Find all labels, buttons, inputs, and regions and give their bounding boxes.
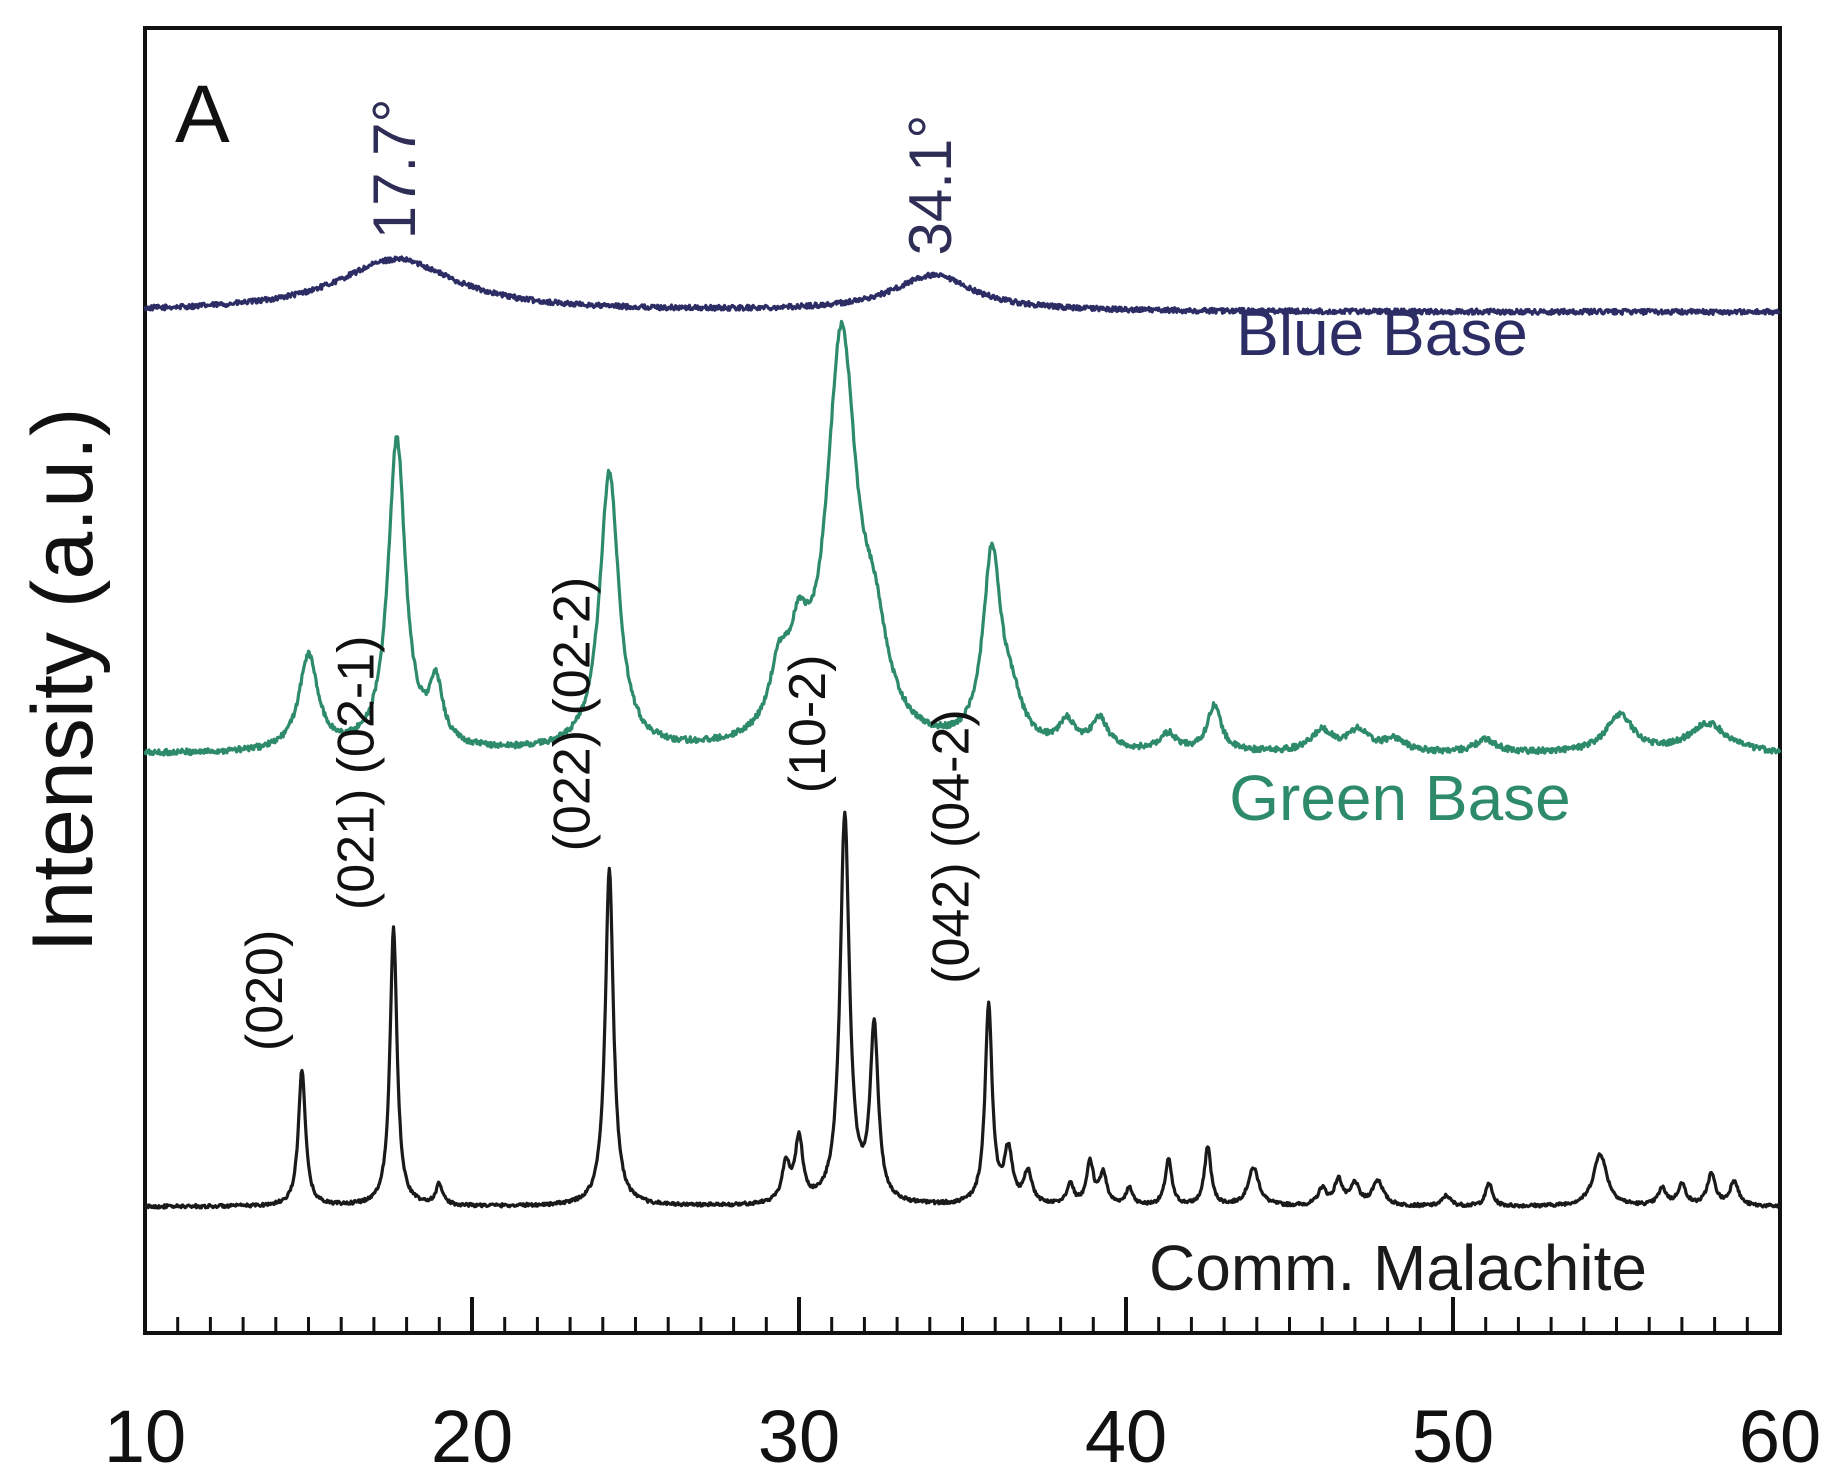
x-axis: 10 20 30 40 50 60 — [104, 1297, 1821, 1478]
y-axis-title: Intensity (a.u.) — [15, 408, 111, 953]
miller-index-label: (020) — [236, 930, 294, 1051]
series-label-blue-base: Blue Base — [1236, 297, 1528, 369]
series-line-green-base — [143, 319, 1782, 757]
peak-angle-label: 17.7° — [361, 98, 428, 239]
x-tick-label: 40 — [1085, 1395, 1167, 1478]
series-line-comm-malachite — [143, 810, 1781, 1210]
series-label-green-base: Green Base — [1229, 762, 1571, 834]
x-tick-label: 60 — [1739, 1395, 1821, 1478]
x-tick-label: 50 — [1412, 1395, 1494, 1478]
x-tick-label: 30 — [758, 1395, 840, 1478]
miller-index-label: (10-2) — [779, 655, 837, 794]
x-tick-label: 10 — [104, 1395, 186, 1478]
annotation-layer: 17.7° 34.1° (020) (021) (02-1) (022) (02-2) (… — [236, 98, 981, 1051]
x-tick-label: 20 — [431, 1395, 513, 1478]
miller-index-label: (021) (02-1) — [328, 636, 386, 911]
series-line-blue-base — [143, 255, 1781, 316]
peak-angle-label: 34.1° — [897, 115, 964, 256]
miller-index-label: (042) (04-2) — [923, 709, 981, 984]
series-label-comm-malachite: Comm. Malachite — [1149, 1232, 1647, 1304]
miller-index-label: (022) (02-2) — [543, 577, 601, 852]
panel-label: A — [175, 69, 230, 160]
series-layer — [143, 255, 1782, 1210]
